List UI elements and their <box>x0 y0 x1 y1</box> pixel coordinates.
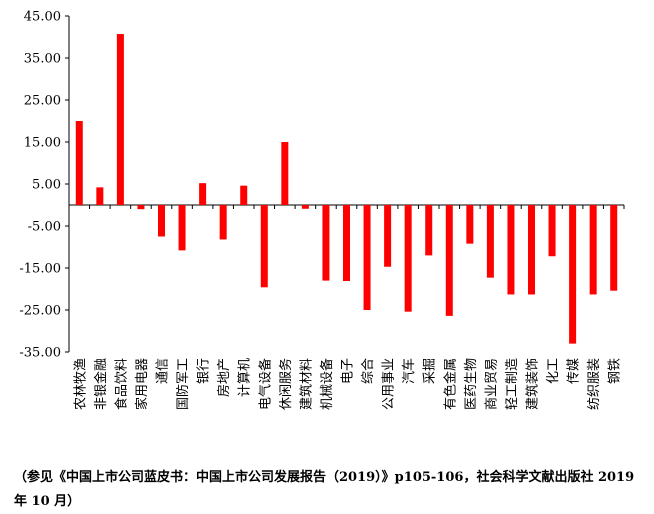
axes <box>65 15 625 353</box>
x-tick-label: 传媒 <box>567 358 582 384</box>
x-tick-label: 家用电器 <box>134 358 150 410</box>
x-tick-label: 电子 <box>341 358 356 384</box>
bar <box>281 142 289 205</box>
x-tick-label: 有色金属 <box>442 358 458 410</box>
bar <box>404 205 412 312</box>
x-tick-label: 医药生物 <box>464 358 479 410</box>
bar <box>528 205 535 295</box>
x-tick-label: 食品饮料 <box>113 358 129 410</box>
x-tick-label: 钢铁 <box>608 358 623 384</box>
x-tick-label: 综合 <box>361 358 376 384</box>
bar <box>445 205 453 316</box>
y-tick-label: -35.00 <box>19 346 61 361</box>
bar <box>486 205 494 278</box>
x-tick-label: 汽车 <box>401 358 417 384</box>
x-tick-label: 机械设备 <box>319 358 335 410</box>
x-tick-label: 国防军工 <box>175 358 191 410</box>
y-tick-label: 15.00 <box>24 136 61 151</box>
bar <box>466 205 474 244</box>
y-tick-label: 25.00 <box>24 94 61 109</box>
x-tick-labels: 农林牧渔 非银金融 食品饮料 家用电器 通信 国防军工 银行 房地产 计算机 电气设备 休闲服务 建筑… <box>73 358 622 410</box>
bar <box>301 205 309 209</box>
x-tick-label: 轻工制造 <box>505 358 520 410</box>
bar <box>548 205 556 257</box>
bar <box>199 183 207 205</box>
y-tick-label: 45.00 <box>24 10 61 25</box>
bar <box>240 185 248 205</box>
bar <box>384 205 392 267</box>
bar <box>343 205 350 282</box>
x-tick-label: 非银金融 <box>93 358 109 410</box>
x-tick-label: 采掘 <box>423 358 438 384</box>
bar <box>178 205 186 251</box>
bar <box>322 205 330 281</box>
x-tick-label: 通信 <box>156 358 171 384</box>
y-tick-label: 35.00 <box>24 52 61 67</box>
bar-chart: 45.00 35.00 25.00 15.00 5.00 -5.00 -15.00 -25.0… <box>19 10 625 410</box>
x-tick-label: 电气设备 <box>257 358 273 410</box>
x-tick-label: 房地产 <box>216 358 232 397</box>
x-tick-label: 建筑装饰 <box>525 358 541 410</box>
x-tick-label: 商业贸易 <box>484 358 499 410</box>
bar <box>569 205 577 344</box>
bar <box>137 205 145 210</box>
x-tick-label: 建筑材料 <box>298 358 314 410</box>
x-tick-label: 纺织服装 <box>587 358 602 410</box>
x-tick-label: 农林牧渔 <box>73 358 88 410</box>
bar <box>158 205 165 237</box>
x-tick-label: 计算机 <box>238 358 253 397</box>
bar <box>610 205 618 291</box>
bar <box>425 205 433 256</box>
bar <box>589 205 597 295</box>
y-tick-label: 5.00 <box>32 178 61 193</box>
x-tick-label: 休闲服务 <box>278 358 294 410</box>
y-tick-label: -5.00 <box>28 220 61 235</box>
bar <box>75 121 83 205</box>
bar <box>363 205 371 310</box>
y-tick-labels: 45.00 35.00 25.00 15.00 5.00 -5.00 -15.00 -25.0… <box>19 10 61 361</box>
x-tick-label: 化工 <box>546 358 561 384</box>
bars <box>75 34 618 344</box>
x-tick-label: 公用事业 <box>382 358 397 410</box>
y-tick-label: -15.00 <box>19 262 61 277</box>
bar <box>219 205 227 240</box>
bar <box>260 205 268 288</box>
bar <box>116 34 124 206</box>
bar <box>96 187 104 205</box>
x-tick-label: 银行 <box>197 358 212 384</box>
source-note: （参见《中国上市公司蓝皮书：中国上市公司发展报告（2019）》p105-106，… <box>14 470 635 509</box>
bar <box>507 205 515 295</box>
y-tick-label: -25.00 <box>19 304 61 319</box>
